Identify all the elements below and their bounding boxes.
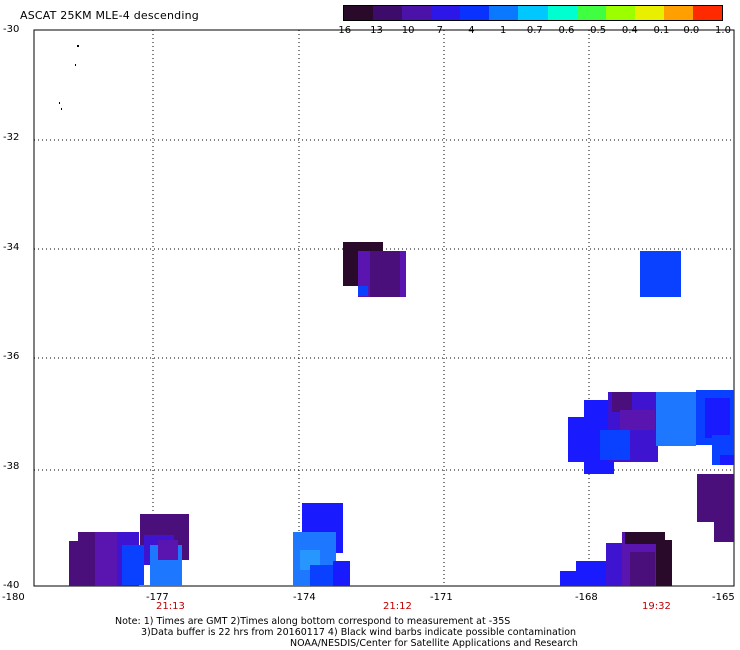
colorbar-swatch <box>576 6 606 20</box>
data-dot <box>61 108 62 110</box>
footnote-line-2: 3)Data buffer is 22 hrs from 20160117 4)… <box>141 627 577 638</box>
lon-label: -165 <box>712 592 735 603</box>
colorbar-swatch <box>373 6 403 20</box>
colorbar-swatch <box>431 6 461 20</box>
lat-label: -30 <box>3 24 20 35</box>
lat-label: -34 <box>3 242 20 253</box>
colorbar-swatch <box>605 6 635 20</box>
colorbar-swatch <box>402 6 432 20</box>
colorbar-swatch <box>547 6 577 20</box>
data-cell <box>612 392 632 412</box>
colorbar-swatch <box>489 6 519 20</box>
data-dots <box>59 45 79 110</box>
lat-label: -38 <box>3 461 20 472</box>
data-cell <box>69 541 89 586</box>
data-cell <box>158 540 178 560</box>
data-cell <box>656 540 672 586</box>
time-label: 21:12 <box>383 601 412 612</box>
data-cell <box>310 565 335 586</box>
data-cell <box>714 520 734 542</box>
time-label: 19:32 <box>642 601 671 612</box>
data-cell <box>630 552 655 586</box>
plot-frame <box>33 29 735 587</box>
lon-label: -177 <box>146 592 169 603</box>
data-cell <box>720 455 734 465</box>
lat-label: -32 <box>3 132 20 143</box>
data-cells <box>69 242 734 586</box>
data-dot <box>75 64 76 66</box>
data-cell <box>333 561 350 586</box>
lon-label: -168 <box>575 592 598 603</box>
colorbar-swatch <box>460 6 490 20</box>
data-cell <box>358 286 368 296</box>
data-cell <box>697 474 734 522</box>
lon-label: -174 <box>293 592 316 603</box>
time-label: 21:13 <box>156 601 185 612</box>
colorbar <box>343 5 723 21</box>
data-cell <box>705 398 730 438</box>
data-cell <box>576 561 606 586</box>
lon-label: -171 <box>430 592 453 603</box>
colorbar-swatch <box>518 6 548 20</box>
footnote-line-1: Note: 1) Times are GMT 2)Times along bot… <box>115 616 511 627</box>
footnote: Note: 1) Times are GMT 2)Times along bot… <box>115 616 576 638</box>
colorbar-swatch <box>692 6 723 20</box>
data-dot <box>59 102 60 104</box>
lat-label: -40 <box>3 580 20 591</box>
data-dot <box>77 45 79 47</box>
data-cell <box>625 532 665 544</box>
map-title: ASCAT 25KM MLE-4 descending <box>20 9 199 22</box>
lat-label: -36 <box>3 351 20 362</box>
data-cell <box>600 430 630 460</box>
data-cell <box>640 251 681 297</box>
data-cell <box>620 410 655 430</box>
colorbar-swatch <box>634 6 664 20</box>
colorbar-swatch <box>663 6 693 20</box>
data-cell <box>122 545 144 585</box>
grid-lines <box>34 30 734 586</box>
colorbar-swatch <box>344 6 374 20</box>
data-cell <box>370 251 400 297</box>
data-cell <box>95 532 117 586</box>
credit-line: NOAA/NESDIS/Center for Satellite Applica… <box>290 638 578 649</box>
lon-label: -180 <box>2 592 25 603</box>
